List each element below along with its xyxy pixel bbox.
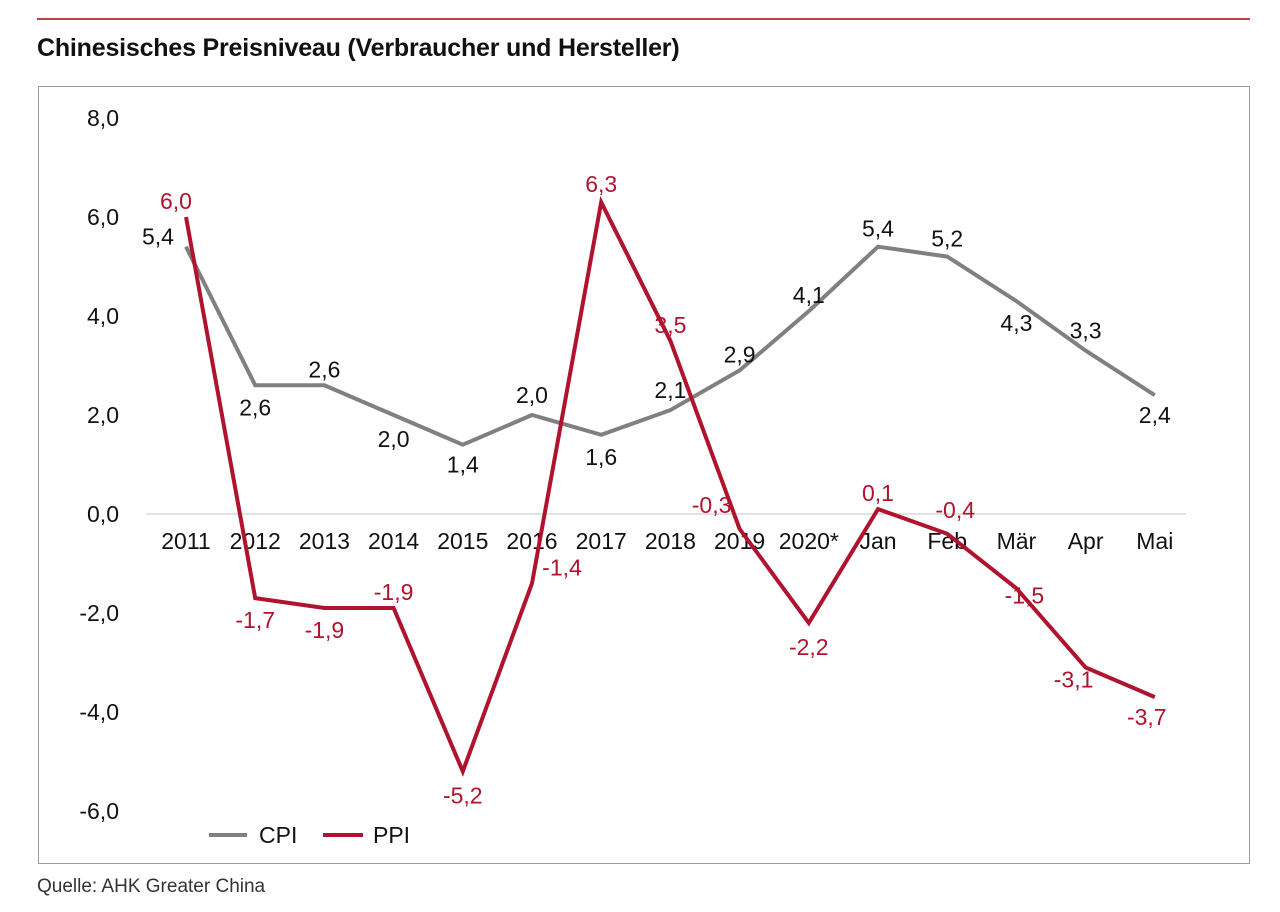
x-tick-label: 2016 xyxy=(506,528,557,554)
data-label-cpi: 2,0 xyxy=(378,426,410,452)
data-label-ppi: 6,0 xyxy=(160,188,192,214)
data-label-cpi: 5,4 xyxy=(862,216,894,242)
x-tick-label: Apr xyxy=(1068,528,1104,554)
y-tick-label: 4,0 xyxy=(87,303,119,329)
series-line-cpi xyxy=(184,244,1156,447)
data-label-cpi: 5,4 xyxy=(142,224,174,250)
data-label-cpi: 1,4 xyxy=(447,452,479,478)
x-tick-label: Mai xyxy=(1136,528,1173,554)
data-label-ppi: 6,3 xyxy=(585,171,617,197)
line-chart: 8,0 6,0 4,0 2,0 0,0 -2,0 -4,0 -6,0 2011 2012 2013 2… xyxy=(79,105,1186,848)
data-label-ppi: -2,2 xyxy=(789,634,829,660)
x-tick-label: 2011 xyxy=(161,528,210,554)
y-tick-label: 8,0 xyxy=(87,105,119,131)
y-tick-label: 2,0 xyxy=(87,402,119,428)
data-label-cpi: 4,1 xyxy=(793,282,825,308)
series-line-ppi xyxy=(184,195,1156,777)
x-tick-label: 2013 xyxy=(299,528,350,554)
data-label-ppi: -1,9 xyxy=(374,579,414,605)
x-tick-label: 2012 xyxy=(230,528,281,554)
data-label-cpi: 3,3 xyxy=(1070,318,1102,344)
x-tick-label: Mär xyxy=(997,528,1037,554)
chart-frame: 8,0 6,0 4,0 2,0 0,0 -2,0 -4,0 -6,0 2011 2012 2013 2… xyxy=(38,86,1250,864)
data-label-cpi: 2,6 xyxy=(239,394,271,420)
data-label-ppi: -3,7 xyxy=(1127,704,1167,730)
data-label-cpi: 2,1 xyxy=(654,377,686,403)
source-note: Quelle: AHK Greater China xyxy=(37,876,266,897)
data-label-cpi: 4,3 xyxy=(1000,310,1032,336)
x-tick-label: 2018 xyxy=(645,528,696,554)
data-label-cpi: 2,6 xyxy=(308,356,340,382)
data-label-cpi: 2,9 xyxy=(724,341,756,367)
data-label-ppi: 3,5 xyxy=(654,312,686,338)
data-label-ppi: 0,1 xyxy=(862,480,894,506)
data-label-ppi: -1,5 xyxy=(1005,582,1045,608)
x-tick-label: 2015 xyxy=(437,528,488,554)
y-tick-label: 6,0 xyxy=(87,204,119,230)
data-label-ppi: -1,4 xyxy=(542,554,582,580)
top-rule xyxy=(37,18,1250,20)
data-label-cpi: 5,2 xyxy=(931,226,963,252)
data-label-ppi: -0,4 xyxy=(935,497,975,523)
x-tick-label: 2017 xyxy=(576,528,627,554)
y-tick-label: 0,0 xyxy=(87,501,119,527)
data-label-ppi: -5,2 xyxy=(443,782,483,808)
data-label-cpi: 2,0 xyxy=(516,382,548,408)
y-tick-label: -4,0 xyxy=(79,699,119,725)
data-label-ppi: -1,9 xyxy=(305,617,345,643)
y-tick-label: -6,0 xyxy=(79,798,119,824)
chart-title: Chinesisches Preisniveau (Verbraucher un… xyxy=(37,34,680,62)
data-label-cpi: 1,6 xyxy=(585,444,617,470)
legend-label-ppi: PPI xyxy=(373,822,410,848)
data-label-ppi: -0,3 xyxy=(692,492,732,518)
data-label-ppi: -3,1 xyxy=(1054,666,1094,692)
x-tick-label: 2014 xyxy=(368,528,419,554)
data-label-cpi: 2,4 xyxy=(1139,402,1171,428)
y-tick-label: -2,0 xyxy=(79,600,119,626)
data-label-ppi: -1,7 xyxy=(235,607,275,633)
legend-label-cpi: CPI xyxy=(259,822,297,848)
x-tick-label: 2020* xyxy=(779,528,839,554)
